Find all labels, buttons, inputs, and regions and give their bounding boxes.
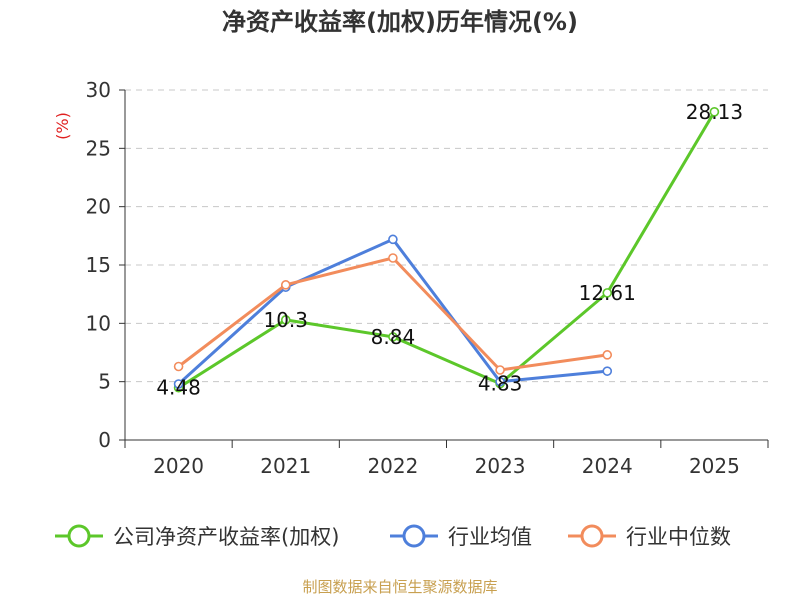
- data-point: [602, 288, 613, 298]
- data-point: [388, 253, 398, 263]
- data-label: 4.83: [478, 372, 523, 396]
- legend-label: 公司净资产收益率(加权): [113, 525, 339, 549]
- source-note: 制图数据来自恒生聚源数据库: [302, 578, 498, 596]
- legend: 公司净资产收益率(加权) 行业均值 行业中位数: [55, 524, 731, 549]
- data-point: [388, 234, 398, 245]
- x-tick-label: 2021: [260, 454, 311, 478]
- series-line-0: [177, 111, 716, 390]
- data-labels: 4.48 10.3 8.84 4.83 12.61 28.13: [156, 100, 743, 400]
- grid-lines: [125, 89, 768, 383]
- chart-title: 净资产收益率(加权)历年情况(%): [222, 8, 578, 36]
- y-tick-label: 20: [86, 195, 111, 219]
- y-tick-label: 15: [86, 253, 111, 277]
- y-tick-label: 25: [86, 136, 111, 160]
- data-label: 4.48: [156, 376, 201, 400]
- legend-marker: [67, 524, 91, 548]
- legend-marker: [580, 524, 604, 548]
- series: [173, 107, 720, 393]
- data-point: [709, 107, 720, 117]
- data-point: [280, 280, 291, 290]
- y-axis-label: (%): [53, 112, 72, 140]
- data-point: [280, 315, 291, 325]
- x-tick-label: 2023: [475, 454, 526, 478]
- data-point: [602, 350, 613, 360]
- data-point: [173, 361, 184, 372]
- legend-label: 行业均值: [448, 525, 532, 549]
- data-label: 8.84: [371, 325, 416, 349]
- y-tick-label: 30: [86, 78, 111, 102]
- data-label: 10.3: [263, 308, 308, 332]
- data-point: [388, 332, 398, 342]
- y-tick-label: 5: [98, 370, 111, 394]
- y-tick-label: 10: [86, 311, 111, 335]
- data-point: [495, 365, 505, 375]
- x-tick-label: 2022: [367, 454, 418, 478]
- data-point: [495, 376, 505, 387]
- data-point: [602, 366, 613, 376]
- data-label: 12.61: [579, 281, 636, 305]
- legend-label: 行业中位数: [626, 525, 731, 549]
- series-line-2: [177, 256, 608, 372]
- y-tick-label: 0: [98, 428, 111, 452]
- data-label: 28.13: [686, 100, 743, 124]
- x-tick-label: 2025: [689, 454, 740, 478]
- x-tick-label: 2020: [153, 454, 204, 478]
- data-point: [173, 379, 184, 389]
- x-tick-label: 2024: [582, 454, 633, 478]
- legend-marker: [402, 524, 426, 548]
